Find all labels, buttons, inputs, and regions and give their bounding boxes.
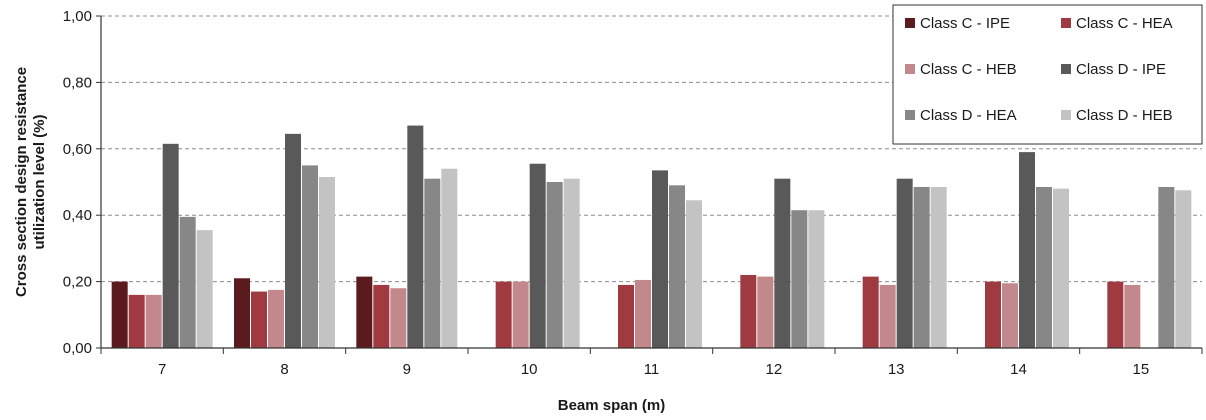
bar — [635, 279, 651, 348]
bar — [1053, 188, 1069, 348]
bar — [985, 281, 1001, 348]
bar — [1175, 190, 1192, 348]
bar — [618, 284, 634, 348]
bar — [424, 178, 441, 348]
bar — [1019, 152, 1035, 348]
bar — [896, 178, 913, 348]
bar — [808, 210, 825, 348]
bar — [757, 276, 774, 348]
x-tick-label: 8 — [280, 361, 288, 378]
bar — [686, 200, 702, 348]
legend-swatch — [1061, 18, 1071, 28]
bar — [529, 163, 546, 348]
legend-label: Class C - IPE — [920, 15, 1010, 32]
y-tick-label: 0,60 — [63, 141, 92, 158]
y-axis-title-line-2: utilization level (%) — [31, 114, 48, 249]
bar — [1107, 281, 1124, 348]
legend-swatch — [1061, 110, 1071, 120]
y-tick-label: 0,80 — [63, 74, 92, 91]
bar — [441, 168, 458, 348]
bar — [1036, 186, 1052, 348]
y-tick-label: 1,00 — [63, 8, 92, 25]
bar — [862, 276, 879, 348]
x-tick-label: 10 — [521, 361, 538, 378]
bar — [563, 178, 580, 348]
x-tick-label: 11 — [644, 361, 660, 378]
bar — [669, 185, 685, 348]
bar — [740, 274, 757, 348]
bar — [128, 294, 145, 348]
bar — [1124, 284, 1141, 348]
bar — [652, 170, 668, 348]
legend-swatch — [905, 64, 915, 74]
bar — [1002, 283, 1018, 348]
legend-label: Class C - HEA — [1076, 15, 1173, 32]
legend-box — [892, 4, 1203, 145]
bar — [302, 165, 318, 348]
x-tick-label: 15 — [1132, 361, 1149, 378]
legend-swatch — [905, 110, 915, 120]
x-tick-label: 7 — [158, 361, 166, 378]
legend-label: Class D - HEB — [1076, 107, 1173, 124]
y-tick-label: 0,40 — [63, 207, 92, 224]
bar — [234, 278, 250, 348]
bar — [162, 143, 179, 348]
bar — [791, 210, 808, 348]
x-axis-title: Beam span (m) — [558, 397, 666, 414]
bar — [546, 182, 563, 348]
bar — [512, 281, 529, 348]
y-tick-label: 0,00 — [63, 340, 92, 357]
bar — [196, 230, 213, 348]
x-tick-label: 9 — [403, 361, 411, 378]
legend-label: Class C - HEB — [920, 61, 1017, 78]
legend-label: Class D - IPE — [1076, 61, 1166, 78]
legend-swatch — [905, 18, 915, 28]
y-tick-label: 0,20 — [63, 274, 92, 291]
bar — [774, 178, 791, 348]
x-tick-label: 12 — [765, 361, 782, 378]
y-axis-title-line-1: Cross section design resistance — [13, 67, 30, 297]
bar — [111, 281, 128, 348]
bar — [373, 284, 390, 348]
bar — [390, 288, 407, 348]
bar — [879, 284, 896, 348]
bar — [1158, 186, 1175, 348]
bar — [356, 276, 373, 348]
legend-label: Class D - HEA — [920, 107, 1017, 124]
legend-swatch — [1061, 64, 1071, 74]
bar — [495, 281, 512, 348]
x-tick-label: 14 — [1010, 361, 1027, 378]
bar — [319, 177, 335, 348]
bar — [145, 294, 162, 348]
bar — [930, 186, 947, 348]
bar — [251, 291, 267, 348]
bar — [407, 125, 424, 348]
bar — [913, 186, 930, 348]
bar — [268, 289, 284, 348]
x-tick-label: 13 — [888, 361, 905, 378]
bar — [179, 216, 196, 348]
bar — [285, 133, 301, 348]
